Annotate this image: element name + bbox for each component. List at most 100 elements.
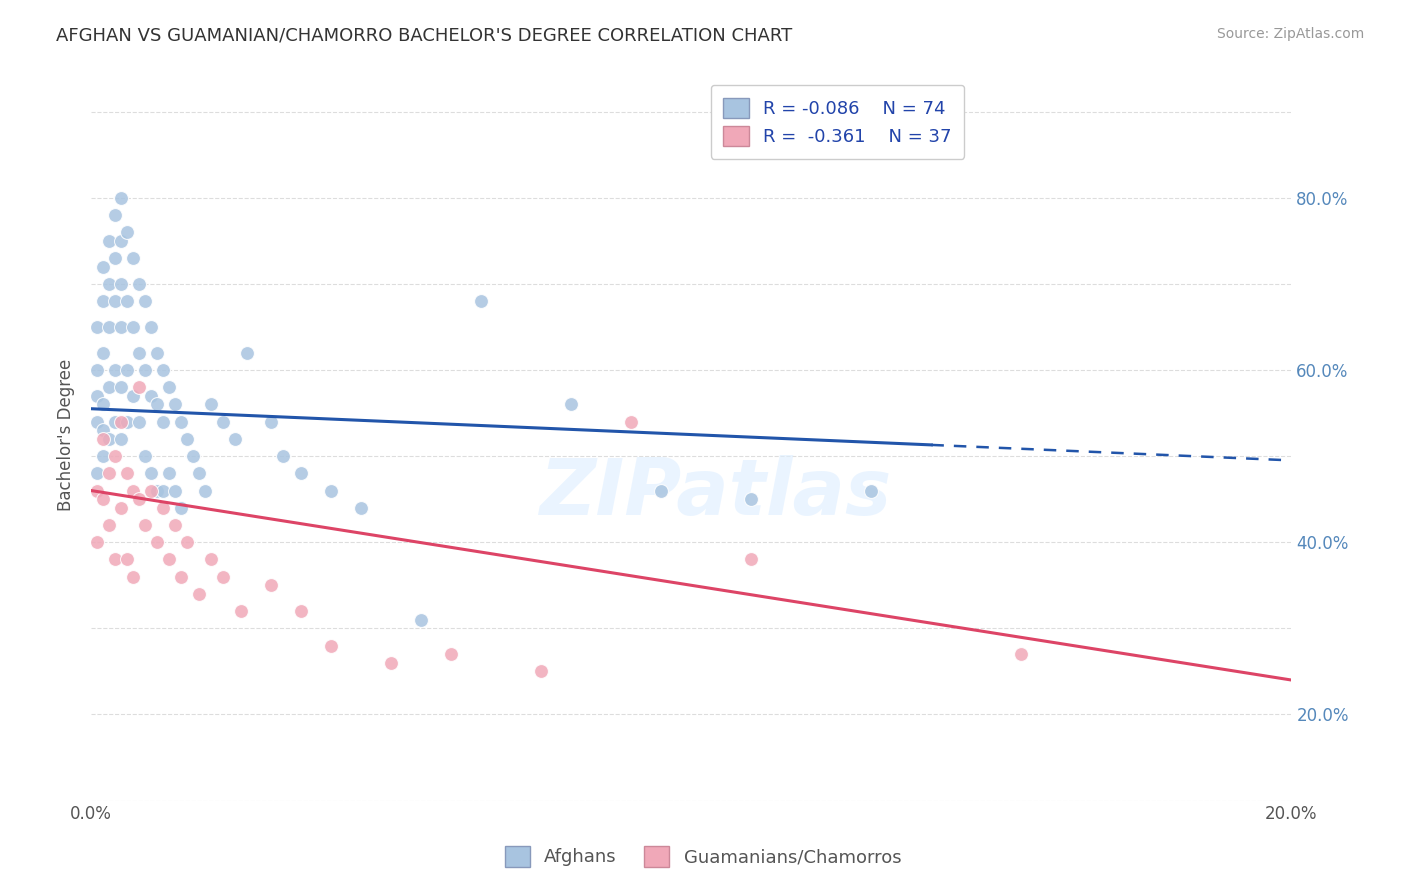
Point [260, 415, 283, 429]
Point [110, 380, 132, 394]
Point [86, 389, 108, 403]
Point [141, 467, 163, 481]
Point [115, 552, 138, 566]
Point [110, 432, 132, 446]
Point [104, 294, 127, 309]
Point [115, 467, 138, 481]
Point [212, 415, 235, 429]
Point [104, 415, 127, 429]
Point [110, 191, 132, 205]
Point [200, 552, 222, 566]
Point [321, 639, 343, 653]
Point [91, 432, 114, 446]
Point [181, 449, 204, 463]
Point [231, 604, 253, 618]
Point [470, 294, 492, 309]
Point [321, 483, 343, 498]
Point [146, 483, 169, 498]
Point [104, 552, 127, 566]
Point [1010, 647, 1032, 661]
Point [152, 500, 174, 515]
Point [165, 483, 187, 498]
Point [440, 647, 463, 661]
Point [141, 319, 163, 334]
Point [98, 467, 121, 481]
Point [530, 665, 553, 679]
Point [91, 492, 114, 507]
Text: AFGHAN VS GUAMANIAN/CHAMORRO BACHELOR'S DEGREE CORRELATION CHART: AFGHAN VS GUAMANIAN/CHAMORRO BACHELOR'S … [56, 27, 793, 45]
Point [98, 234, 121, 248]
Point [740, 552, 762, 566]
Point [128, 492, 150, 507]
Point [115, 415, 138, 429]
Point [86, 363, 108, 377]
Point [224, 432, 246, 446]
Point [98, 518, 121, 533]
Point [290, 604, 312, 618]
Point [86, 535, 108, 549]
Point [104, 208, 127, 222]
Point [212, 570, 235, 584]
Legend: Afghans, Guamanians/Chamorros: Afghans, Guamanians/Chamorros [498, 838, 908, 874]
Point [122, 389, 145, 403]
Point [560, 397, 582, 411]
Point [165, 397, 187, 411]
Point [110, 277, 132, 291]
Y-axis label: Bachelor's Degree: Bachelor's Degree [58, 359, 75, 511]
Point [146, 535, 169, 549]
Point [152, 483, 174, 498]
Point [236, 345, 259, 359]
Point [91, 294, 114, 309]
Point [170, 415, 193, 429]
Point [650, 483, 672, 498]
Point [176, 432, 198, 446]
Point [128, 380, 150, 394]
Point [152, 415, 174, 429]
Legend: R = -0.086    N = 74, R =  -0.361    N = 37: R = -0.086 N = 74, R = -0.361 N = 37 [711, 85, 965, 159]
Point [98, 277, 121, 291]
Point [122, 483, 145, 498]
Point [200, 397, 222, 411]
Point [122, 570, 145, 584]
Point [134, 363, 156, 377]
Point [128, 345, 150, 359]
Point [91, 345, 114, 359]
Point [134, 518, 156, 533]
Point [165, 518, 187, 533]
Point [134, 449, 156, 463]
Point [115, 294, 138, 309]
Point [740, 492, 762, 507]
Point [115, 363, 138, 377]
Point [122, 251, 145, 265]
Point [110, 234, 132, 248]
Text: Source: ZipAtlas.com: Source: ZipAtlas.com [1216, 27, 1364, 41]
Point [188, 587, 211, 601]
Point [146, 397, 169, 411]
Point [141, 483, 163, 498]
Point [98, 432, 121, 446]
Point [128, 277, 150, 291]
Point [146, 345, 169, 359]
Point [104, 251, 127, 265]
Point [860, 483, 883, 498]
Point [134, 294, 156, 309]
Point [380, 656, 402, 670]
Point [176, 535, 198, 549]
Point [194, 483, 217, 498]
Point [620, 415, 643, 429]
Point [157, 467, 180, 481]
Point [86, 415, 108, 429]
Point [152, 363, 174, 377]
Point [91, 449, 114, 463]
Point [271, 449, 294, 463]
Point [91, 260, 114, 274]
Point [157, 380, 180, 394]
Point [122, 319, 145, 334]
Point [115, 225, 138, 239]
Point [188, 467, 211, 481]
Point [157, 552, 180, 566]
Point [104, 363, 127, 377]
Point [110, 415, 132, 429]
Point [350, 500, 373, 515]
Point [128, 415, 150, 429]
